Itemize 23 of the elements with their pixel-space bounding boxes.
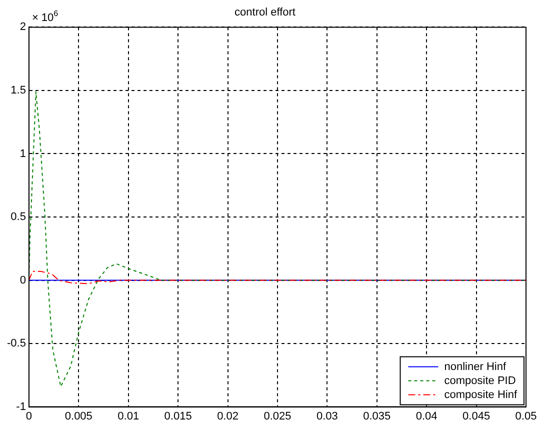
y-tick-label: 2	[20, 21, 26, 34]
x-tick-label: 0.05	[515, 410, 537, 422]
legend-label: composite PID	[444, 374, 516, 387]
x-tick-label: 0.01	[118, 410, 140, 422]
y-tick-label: -1	[16, 400, 26, 413]
y-tick-label: 0.5	[10, 211, 26, 224]
x-tick-label: 0.02	[217, 410, 238, 422]
line-series	[28, 91, 526, 388]
chart-title: control effort	[234, 6, 296, 19]
x-tick-label: 0.045	[462, 410, 490, 422]
x-tick-label: 0.025	[264, 410, 292, 422]
x-tick-label: 0.03	[316, 410, 338, 422]
x-tick-label: 0.015	[164, 410, 192, 422]
legend-label: nonliner Hinf	[444, 360, 507, 373]
legend-label: composite Hinf	[444, 388, 518, 401]
y-tick-label: 1.5	[10, 84, 26, 96]
y-tick-label: -0.5	[6, 338, 26, 350]
x-tick-label: 0.005	[64, 410, 92, 422]
x-tick-label: 0.035	[363, 410, 391, 422]
y-tick-label: 0	[20, 274, 26, 286]
line-series	[28, 270, 526, 284]
x-tick-label: 0.04	[416, 410, 438, 422]
y-tick-label: 1	[20, 148, 26, 160]
